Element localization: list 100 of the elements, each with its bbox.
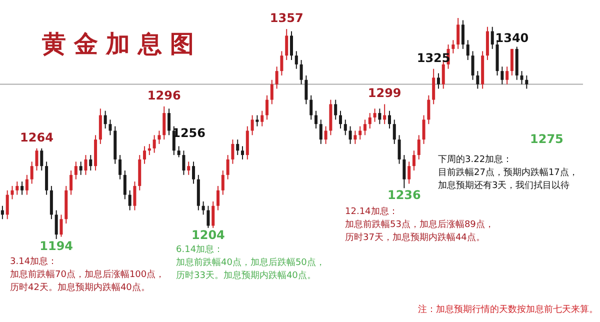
candlestick bbox=[525, 74, 528, 90]
candlestick bbox=[40, 148, 44, 171]
candlestick bbox=[236, 139, 240, 156]
candlestick bbox=[108, 119, 112, 136]
candlestick bbox=[70, 170, 73, 196]
candlestick bbox=[304, 74, 308, 105]
candlestick bbox=[412, 150, 416, 171]
candlestick bbox=[319, 119, 322, 144]
annotation: 1264 bbox=[20, 130, 54, 144]
candlestick bbox=[212, 200, 215, 228]
candlestick bbox=[123, 170, 126, 200]
text: 加息前跌幅70点，加息后涨幅100点， bbox=[10, 269, 165, 280]
annotation: 1236 bbox=[387, 188, 421, 202]
candlestick bbox=[221, 170, 224, 196]
text: 6.14加息： bbox=[176, 244, 224, 255]
candlestick bbox=[417, 134, 420, 160]
candlestick bbox=[506, 66, 509, 85]
candlestick bbox=[206, 205, 210, 228]
candlestick bbox=[378, 108, 382, 125]
annotation: 1194 bbox=[40, 239, 74, 253]
candlestick bbox=[89, 154, 92, 171]
candlestick bbox=[216, 185, 220, 211]
candlestick bbox=[79, 161, 82, 176]
candlestick bbox=[84, 154, 88, 176]
candlestick bbox=[427, 94, 430, 125]
candlestick bbox=[202, 200, 205, 216]
candlestick bbox=[162, 106, 166, 140]
candlestick bbox=[490, 26, 494, 50]
candlestick bbox=[348, 126, 352, 144]
annotation: 1357 bbox=[270, 11, 304, 26]
candlestick bbox=[25, 174, 28, 196]
annotation: 目前跌幅27点，预期内跌幅17点， bbox=[438, 167, 578, 178]
text: 历时42天。加息预期内跌幅40点。 bbox=[10, 282, 150, 293]
candlestick bbox=[177, 146, 180, 158]
candlestick bbox=[10, 185, 14, 200]
candlestick bbox=[20, 181, 24, 196]
candlestick bbox=[476, 70, 480, 90]
candlestick bbox=[294, 50, 298, 70]
candlestick bbox=[104, 110, 107, 129]
candlestick bbox=[290, 30, 293, 60]
candlestick bbox=[182, 150, 186, 176]
candlestick bbox=[408, 161, 411, 184]
candlestick bbox=[231, 139, 234, 164]
candlestick bbox=[456, 18, 460, 50]
candlestick bbox=[256, 114, 259, 127]
candlestick bbox=[270, 79, 274, 105]
candlestick bbox=[187, 161, 190, 176]
candlestick bbox=[152, 134, 156, 154]
candlestick bbox=[74, 161, 78, 180]
candlestick bbox=[334, 99, 338, 120]
candlestick bbox=[226, 154, 230, 180]
candlestick bbox=[432, 68, 436, 105]
candlestick bbox=[0, 205, 4, 220]
candlestick bbox=[260, 110, 264, 127]
candlestick bbox=[358, 126, 362, 140]
text: 1275 bbox=[530, 132, 564, 146]
candlestick bbox=[354, 130, 357, 144]
candlestick bbox=[344, 119, 347, 136]
annotation: 加息前跌幅53点，加息后涨幅89点， bbox=[345, 219, 494, 230]
candlestick bbox=[310, 94, 313, 120]
candlestick bbox=[300, 59, 303, 85]
candlestick bbox=[266, 94, 269, 120]
annotation: 历时37天，加息预期内跌幅44点。 bbox=[345, 232, 485, 243]
candlestick bbox=[158, 130, 161, 144]
candlestick bbox=[402, 154, 406, 189]
candlestick bbox=[388, 110, 391, 129]
annotation: 1296 bbox=[147, 88, 181, 102]
text: 3.14加息： bbox=[10, 256, 58, 267]
candlestick bbox=[452, 40, 455, 54]
candlestick bbox=[6, 190, 9, 220]
candlestick bbox=[314, 110, 318, 129]
annotation: 加息预期还有3天，我们拭目以待 bbox=[438, 180, 570, 191]
text: 历时33天。加息预期内跌幅40点。 bbox=[176, 270, 316, 281]
candlestick bbox=[383, 104, 386, 125]
text: 加息前跌幅40点，加息后跌幅50点， bbox=[176, 257, 325, 268]
candlestick bbox=[436, 72, 440, 90]
candlestick bbox=[471, 50, 474, 80]
annotation: 1340 bbox=[495, 30, 529, 45]
annotation: 1299 bbox=[368, 86, 402, 100]
candlestick bbox=[16, 181, 19, 196]
candlestick bbox=[30, 161, 34, 184]
text: 注：加息预期行情的天数按加息前七天来算。 bbox=[418, 304, 598, 315]
candlestick bbox=[363, 119, 366, 136]
text: 黄金加息图 bbox=[41, 30, 202, 58]
candlestick bbox=[461, 20, 464, 50]
candlestick bbox=[133, 181, 136, 211]
candlestick bbox=[285, 28, 288, 60]
candlestick bbox=[520, 70, 524, 85]
candlestick bbox=[54, 210, 58, 240]
candlestick bbox=[275, 66, 278, 90]
candlestick bbox=[168, 108, 171, 136]
annotation: 1204 bbox=[192, 228, 225, 242]
annotation: 下周的3.22加息： bbox=[438, 154, 512, 165]
candlestick bbox=[368, 112, 372, 129]
candlestick bbox=[192, 161, 196, 184]
candlestick bbox=[392, 119, 396, 144]
candlestick bbox=[338, 110, 342, 129]
candlestick bbox=[250, 114, 254, 136]
candlestick bbox=[510, 48, 514, 76]
candlestick bbox=[398, 134, 401, 164]
